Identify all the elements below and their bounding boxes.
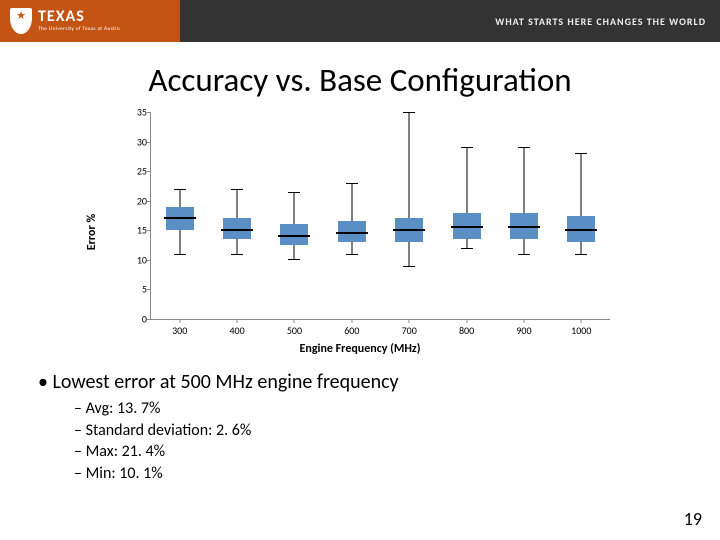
x-tick-mark: [466, 319, 467, 323]
x-tick-label: 900: [516, 324, 531, 337]
median-line: [451, 226, 483, 228]
x-tick-label: 600: [344, 324, 359, 337]
boxplot-chart: Error % 05101520253035300400500600700800…: [110, 112, 610, 352]
x-tick-mark: [351, 319, 352, 323]
y-tick-mark: [147, 142, 151, 143]
x-tick-label: 400: [229, 324, 244, 337]
median-line: [393, 229, 425, 231]
whisker-cap-top: [174, 189, 186, 190]
whisker-cap-bottom: [288, 259, 300, 260]
whisker-line: [351, 183, 352, 254]
whisker-cap-top: [231, 189, 243, 190]
y-tick-label: 10: [119, 253, 147, 266]
x-tick-mark: [237, 319, 238, 323]
logo-subtitle: The University of Texas at Austin: [38, 27, 120, 33]
y-tick-label: 5: [119, 283, 147, 296]
x-tick-mark: [294, 319, 295, 323]
bullet-level1: Lowest error at 500 MHz engine frequency: [38, 370, 720, 394]
y-tick-mark: [147, 260, 151, 261]
whisker-cap-top: [403, 112, 415, 113]
title-area: Accuracy vs. Base Configuration: [0, 42, 720, 106]
x-tick-label: 300: [172, 324, 187, 337]
whisker-cap-bottom: [346, 254, 358, 255]
whisker-cap-top: [518, 147, 530, 148]
y-tick-label: 0: [119, 313, 147, 326]
y-tick-label: 20: [119, 194, 147, 207]
y-tick-mark: [147, 230, 151, 231]
y-tick-label: 30: [119, 135, 147, 148]
whisker-cap-bottom: [231, 254, 243, 255]
bullet-level2: Standard deviation: 2. 6%: [74, 420, 720, 442]
logo-text: TEXAS: [38, 9, 120, 25]
whisker-cap-bottom: [518, 254, 530, 255]
median-line: [221, 229, 253, 231]
plot-area: 051015202530353004005006007008009001000: [150, 112, 610, 320]
bullet-level2: Avg: 13. 7%: [74, 398, 720, 420]
median-line: [164, 217, 196, 219]
y-tick-label: 15: [119, 224, 147, 237]
y-tick-mark: [147, 201, 151, 202]
x-tick-mark: [581, 319, 582, 323]
whisker-cap-top: [288, 192, 300, 193]
x-axis-label: Engine Frequency (MHz): [300, 342, 421, 356]
x-tick-label: 500: [287, 324, 302, 337]
whisker-line: [409, 112, 410, 266]
y-tick-mark: [147, 289, 151, 290]
median-line: [565, 229, 597, 231]
whisker-cap-bottom: [403, 266, 415, 267]
slide-header: TEXAS The University of Texas at Austin …: [0, 0, 720, 42]
tagline: WHAT STARTS HERE CHANGES THE WORLD: [495, 15, 706, 28]
y-tick-mark: [147, 319, 151, 320]
bullet-list: Lowest error at 500 MHz engine frequency…: [0, 352, 720, 484]
whisker-cap-bottom: [575, 254, 587, 255]
x-tick-mark: [523, 319, 524, 323]
bullet-level2: Min: 10. 1%: [74, 463, 720, 485]
y-tick-label: 35: [119, 106, 147, 119]
x-tick-mark: [409, 319, 410, 323]
median-line: [278, 235, 310, 237]
median-line: [336, 232, 368, 234]
median-line: [508, 226, 540, 228]
x-tick-label: 700: [402, 324, 417, 337]
whisker-cap-bottom: [461, 248, 473, 249]
ut-shield-icon: [10, 8, 32, 34]
header-right: WHAT STARTS HERE CHANGES THE WORLD: [180, 0, 720, 42]
slide-title: Accuracy vs. Base Configuration: [0, 60, 720, 100]
x-tick-label: 800: [459, 324, 474, 337]
x-tick-mark: [179, 319, 180, 323]
y-tick-mark: [147, 112, 151, 113]
y-tick-label: 25: [119, 165, 147, 178]
whisker-cap-top: [346, 183, 358, 184]
whisker-cap-bottom: [174, 254, 186, 255]
whisker-cap-top: [461, 147, 473, 148]
y-tick-mark: [147, 171, 151, 172]
y-axis-label: Error %: [85, 214, 99, 250]
page-number: 19: [684, 508, 702, 530]
logo-block: TEXAS The University of Texas at Austin: [0, 0, 180, 42]
whisker-cap-top: [575, 153, 587, 154]
logo-text-wrap: TEXAS The University of Texas at Austin: [38, 9, 120, 33]
x-tick-label: 1000: [571, 324, 591, 337]
bullet-level2: Max: 21. 4%: [74, 441, 720, 463]
